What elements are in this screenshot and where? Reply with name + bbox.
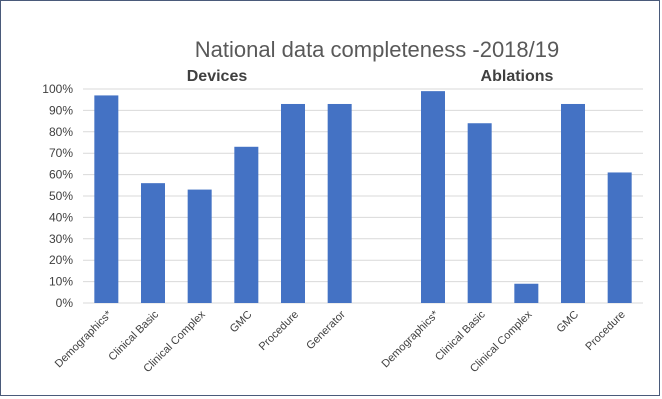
y-tick-label: 90% [49,103,73,117]
bar-ablations-procedure [607,172,632,303]
bar-ablations-clinical-complex [514,283,539,303]
y-tick-label: 20% [49,253,73,267]
x-category-label: Procedure [583,309,627,353]
x-category-label: Procedure [257,309,301,353]
y-tick-label: 30% [49,232,73,246]
bar-devices-generator [327,103,352,303]
group-label-ablations: Ablations [481,68,554,85]
x-category-label: Generator [304,308,348,352]
x-category-label: Demographics* [53,308,115,370]
y-tick-label: 50% [49,189,73,203]
bar-devices-clinical-complex [187,189,212,303]
y-tick-label: 100% [42,82,73,96]
bar-ablations-demographics [421,91,445,303]
y-tick-label: 10% [49,275,73,289]
group-label-devices: Devices [187,68,248,85]
bar-devices-procedure [281,103,305,303]
y-tick-label: 0% [56,296,74,310]
y-tick-label: 80% [49,125,73,139]
x-category-label: GMC [554,309,581,336]
y-tick-label: 40% [49,210,73,224]
y-axis-ticks: 0% 10% 20% 30% 40% 50% 60% 70% 80% 90% 100% [42,82,73,310]
y-tick-label: 60% [49,168,73,182]
y-tick-label: 70% [49,146,73,160]
bar-devices-clinical-basic [141,183,165,303]
bar-ablations-gmc [561,103,585,303]
bar-devices-demographics [94,95,119,303]
bar-ablations-clinical-basic [467,123,492,304]
x-category-label: GMC [228,309,255,336]
chart-title: National data completeness -2018/19 [195,37,559,62]
x-category-label: Demographics* [379,308,441,370]
bars [94,91,632,304]
gridlines [83,88,643,304]
bar-devices-gmc [234,146,259,303]
